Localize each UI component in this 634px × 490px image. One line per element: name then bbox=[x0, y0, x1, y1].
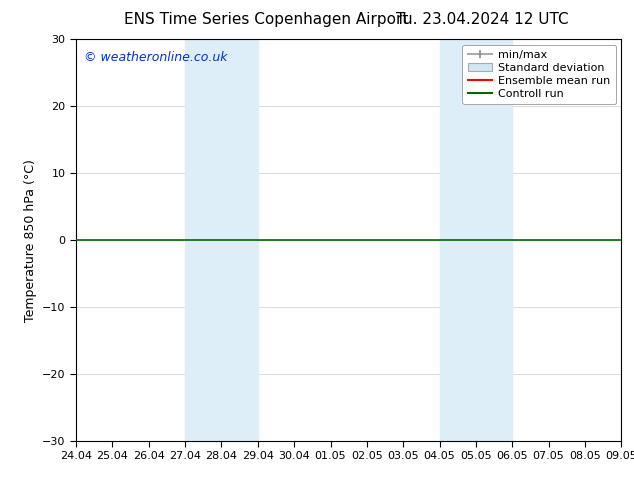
Bar bbox=[185, 39, 221, 441]
Legend: min/max, Standard deviation, Ensemble mean run, Controll run: min/max, Standard deviation, Ensemble me… bbox=[462, 45, 616, 104]
Bar bbox=[476, 39, 512, 441]
Bar bbox=[439, 39, 476, 441]
Text: © weatheronline.co.uk: © weatheronline.co.uk bbox=[84, 51, 228, 64]
Bar bbox=[221, 39, 258, 441]
Text: ENS Time Series Copenhagen Airport: ENS Time Series Copenhagen Airport bbox=[124, 12, 408, 27]
Text: Tu. 23.04.2024 12 UTC: Tu. 23.04.2024 12 UTC bbox=[396, 12, 568, 27]
Y-axis label: Temperature 850 hPa (°C): Temperature 850 hPa (°C) bbox=[23, 159, 37, 321]
